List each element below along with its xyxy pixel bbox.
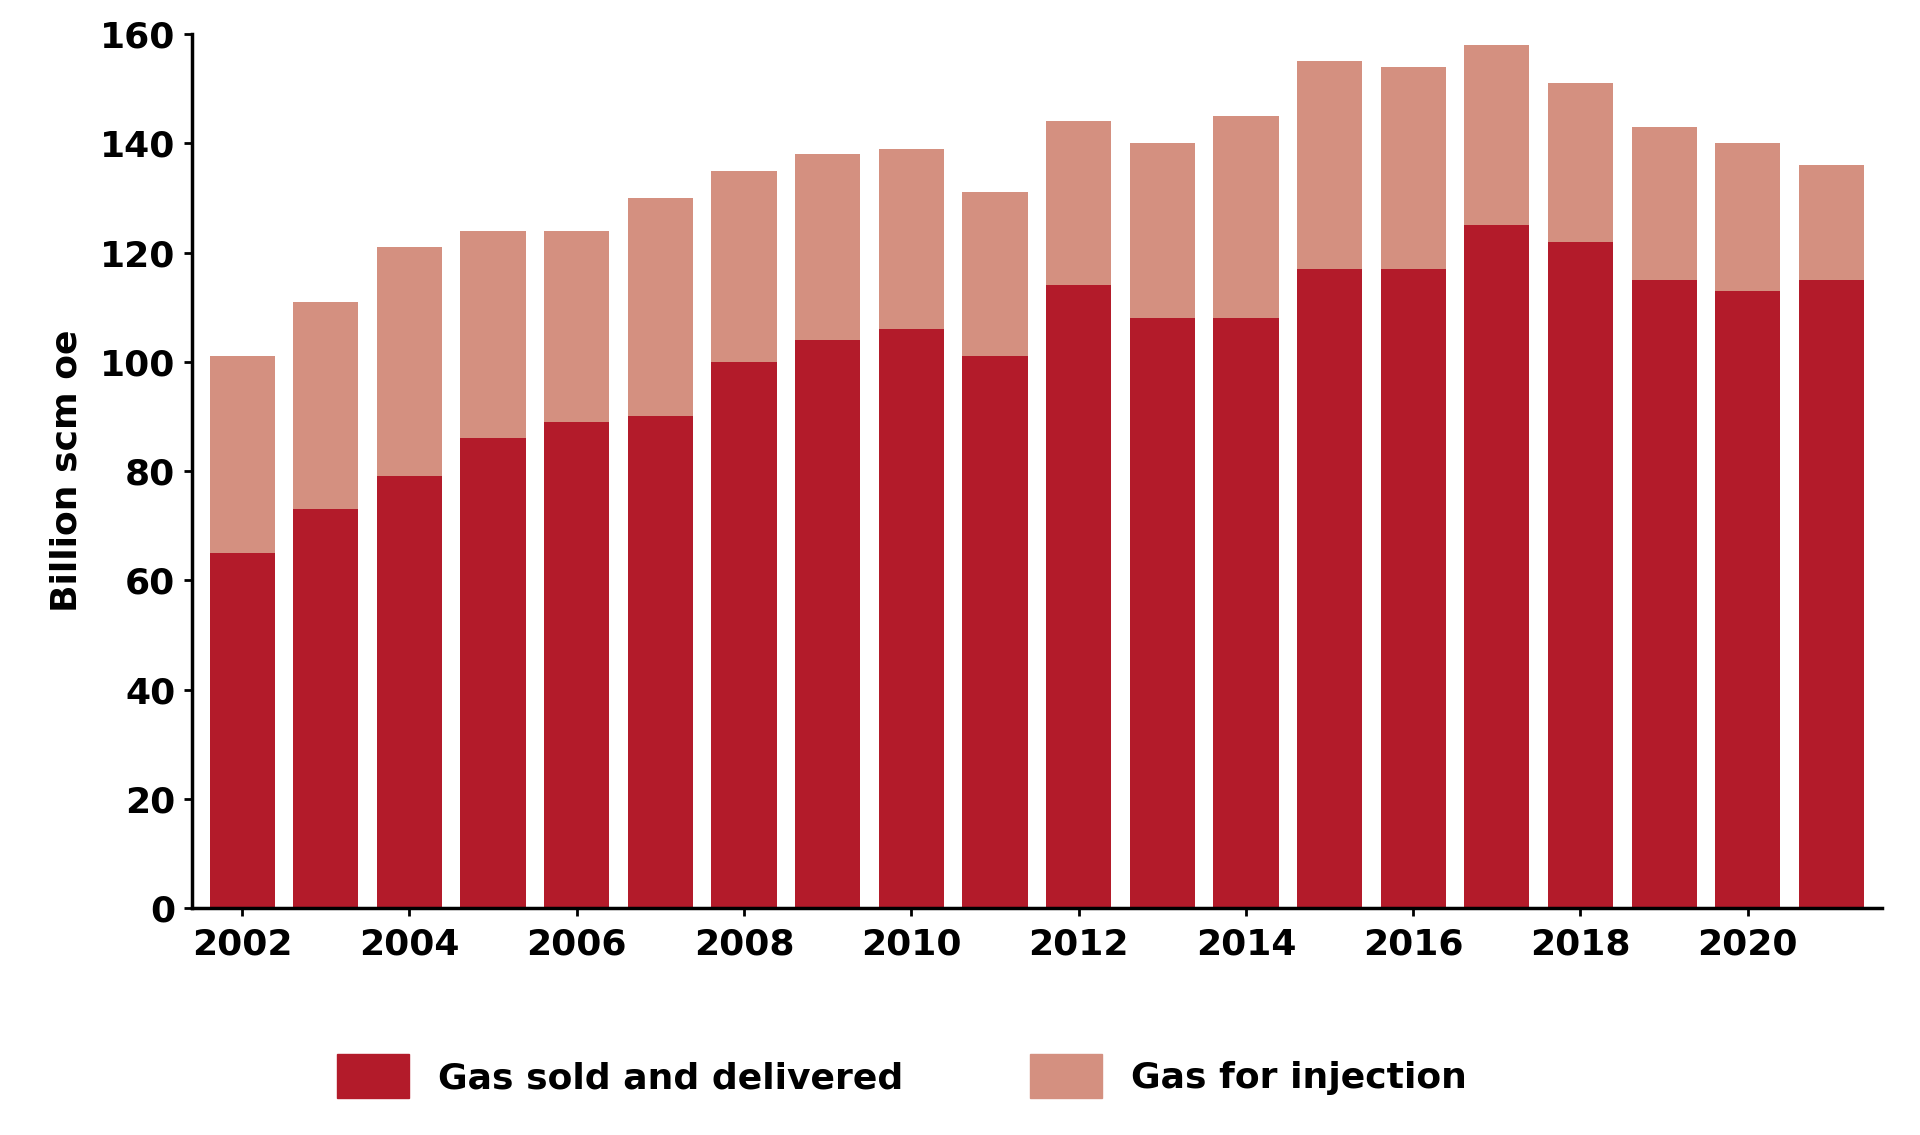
Bar — [1296, 269, 1361, 908]
Bar — [712, 362, 778, 908]
Bar — [376, 247, 442, 477]
Bar — [962, 193, 1027, 356]
Bar — [1213, 318, 1279, 908]
Bar — [1548, 83, 1613, 242]
Bar — [712, 170, 778, 362]
Bar — [1296, 61, 1361, 269]
Bar — [628, 197, 693, 417]
Bar — [461, 438, 526, 908]
Bar — [1799, 280, 1864, 908]
Bar — [879, 329, 945, 908]
Bar — [1380, 269, 1446, 908]
Bar — [628, 417, 693, 908]
Bar — [1465, 45, 1530, 225]
Bar — [962, 356, 1027, 908]
Bar — [209, 553, 275, 908]
Bar — [1465, 225, 1530, 908]
Bar — [1632, 127, 1697, 280]
Bar — [1046, 121, 1112, 285]
Bar — [294, 302, 359, 510]
Bar — [879, 149, 945, 329]
Bar — [1632, 280, 1697, 908]
Bar — [795, 339, 860, 908]
Bar — [376, 477, 442, 908]
Bar — [1046, 285, 1112, 908]
Bar — [209, 356, 275, 553]
Bar — [1380, 67, 1446, 269]
Bar — [1715, 291, 1780, 908]
Bar — [1213, 116, 1279, 318]
Bar — [294, 510, 359, 908]
Bar — [1129, 318, 1194, 908]
Bar — [1799, 165, 1864, 280]
Bar — [1129, 143, 1194, 318]
Bar — [795, 154, 860, 339]
Bar — [1548, 242, 1613, 908]
Y-axis label: Billion scm oe: Billion scm oe — [50, 330, 83, 612]
Legend: Gas sold and delivered, Gas for injection: Gas sold and delivered, Gas for injectio… — [323, 1040, 1480, 1112]
Bar — [543, 422, 609, 908]
Bar — [1715, 143, 1780, 291]
Bar — [461, 230, 526, 438]
Bar — [543, 230, 609, 422]
